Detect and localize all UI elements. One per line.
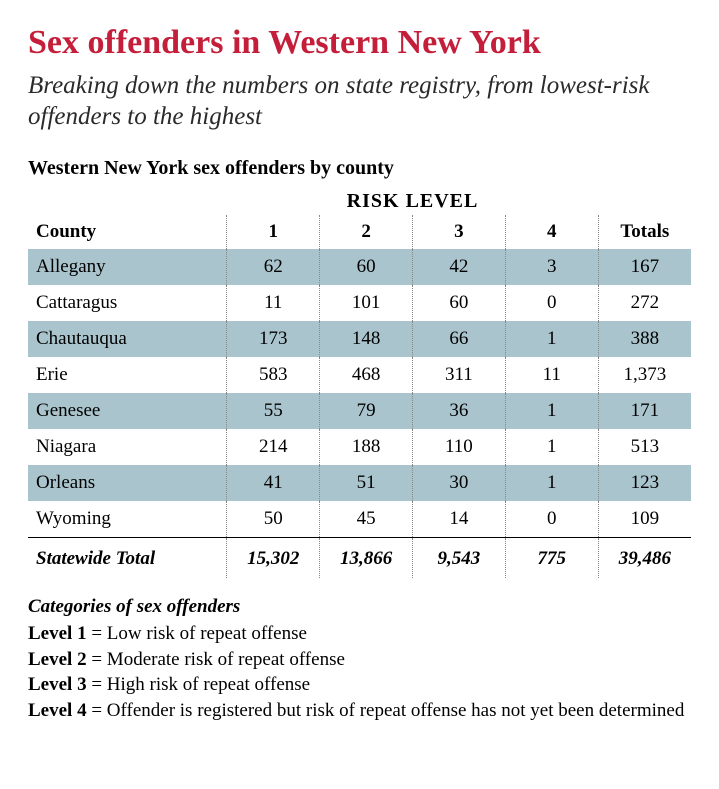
table-row: Orleans4151301123 bbox=[28, 465, 691, 501]
cell-total: 123 bbox=[598, 465, 691, 501]
cell-v1: 11 bbox=[227, 285, 320, 321]
footer-total: 39,486 bbox=[598, 537, 691, 578]
category-label: Level 1 bbox=[28, 623, 87, 644]
col-county: County bbox=[28, 215, 227, 249]
cell-v2: 60 bbox=[320, 249, 413, 285]
cell-v2: 45 bbox=[320, 501, 413, 538]
cell-county: Wyoming bbox=[28, 501, 227, 538]
table-row: Wyoming5045140109 bbox=[28, 501, 691, 538]
cell-v4: 11 bbox=[505, 357, 598, 393]
table-row: Genesee5579361171 bbox=[28, 393, 691, 429]
cell-v3: 36 bbox=[413, 393, 506, 429]
cell-v4: 1 bbox=[505, 429, 598, 465]
category-label: Level 4 bbox=[28, 700, 87, 721]
cell-v1: 173 bbox=[227, 321, 320, 357]
table-row: Chautauqua173148661388 bbox=[28, 321, 691, 357]
cell-v4: 1 bbox=[505, 393, 598, 429]
cell-county: Orleans bbox=[28, 465, 227, 501]
cell-v4: 0 bbox=[505, 501, 598, 538]
cell-county: Chautauqua bbox=[28, 321, 227, 357]
cell-v4: 3 bbox=[505, 249, 598, 285]
col-level-3: 3 bbox=[413, 215, 506, 249]
statewide-total-row: Statewide Total 15,302 13,866 9,543 775 … bbox=[28, 537, 691, 578]
cell-v2: 79 bbox=[320, 393, 413, 429]
cell-v3: 14 bbox=[413, 501, 506, 538]
cell-v2: 468 bbox=[320, 357, 413, 393]
table-row: Erie583468311111,373 bbox=[28, 357, 691, 393]
cell-county: Cattaragus bbox=[28, 285, 227, 321]
category-line: Level 2 = Moderate risk of repeat offens… bbox=[28, 647, 691, 673]
category-desc: = High risk of repeat offense bbox=[87, 674, 311, 695]
category-desc: = Low risk of repeat offense bbox=[87, 623, 307, 644]
cell-v1: 583 bbox=[227, 357, 320, 393]
footer-v3: 9,543 bbox=[413, 537, 506, 578]
category-line: Level 1 = Low risk of repeat offense bbox=[28, 621, 691, 647]
cell-v3: 110 bbox=[413, 429, 506, 465]
footer-v4: 775 bbox=[505, 537, 598, 578]
cell-v1: 41 bbox=[227, 465, 320, 501]
categories-heading: Categories of sex offenders bbox=[28, 594, 691, 620]
cell-total: 171 bbox=[598, 393, 691, 429]
table-row: Cattaragus11101600272 bbox=[28, 285, 691, 321]
cell-v1: 62 bbox=[227, 249, 320, 285]
cell-v1: 50 bbox=[227, 501, 320, 538]
cell-v4: 0 bbox=[505, 285, 598, 321]
cell-v1: 214 bbox=[227, 429, 320, 465]
cell-total: 167 bbox=[598, 249, 691, 285]
cell-v2: 188 bbox=[320, 429, 413, 465]
col-totals: Totals bbox=[598, 215, 691, 249]
col-level-2: 2 bbox=[320, 215, 413, 249]
categories-section: Categories of sex offenders Level 1 = Lo… bbox=[28, 594, 691, 724]
cell-v2: 101 bbox=[320, 285, 413, 321]
category-desc: = Moderate risk of repeat offense bbox=[87, 649, 345, 670]
page-title: Sex offenders in Western New York bbox=[28, 24, 691, 62]
cell-total: 513 bbox=[598, 429, 691, 465]
category-label: Level 2 bbox=[28, 649, 87, 670]
cell-v2: 148 bbox=[320, 321, 413, 357]
table-row: Niagara2141881101513 bbox=[28, 429, 691, 465]
cell-v1: 55 bbox=[227, 393, 320, 429]
offenders-table: RISK LEVEL County 1 2 3 4 Totals Allegan… bbox=[28, 186, 691, 578]
cell-total: 109 bbox=[598, 501, 691, 538]
risk-level-header: RISK LEVEL bbox=[227, 186, 598, 215]
cell-county: Allegany bbox=[28, 249, 227, 285]
cell-v2: 51 bbox=[320, 465, 413, 501]
category-desc: = Offender is registered but risk of rep… bbox=[87, 700, 685, 721]
cell-county: Erie bbox=[28, 357, 227, 393]
cell-v3: 311 bbox=[413, 357, 506, 393]
cell-v4: 1 bbox=[505, 465, 598, 501]
col-level-1: 1 bbox=[227, 215, 320, 249]
subtitle: Breaking down the numbers on state regis… bbox=[28, 70, 691, 133]
cell-county: Niagara bbox=[28, 429, 227, 465]
table-heading: Western New York sex offenders by county bbox=[28, 157, 691, 180]
category-line: Level 4 = Offender is registered but ris… bbox=[28, 698, 691, 724]
table-row: Allegany6260423167 bbox=[28, 249, 691, 285]
col-level-4: 4 bbox=[505, 215, 598, 249]
cell-county: Genesee bbox=[28, 393, 227, 429]
footer-label: Statewide Total bbox=[28, 537, 227, 578]
footer-v2: 13,866 bbox=[320, 537, 413, 578]
cell-v3: 60 bbox=[413, 285, 506, 321]
cell-v3: 30 bbox=[413, 465, 506, 501]
category-line: Level 3 = High risk of repeat offense bbox=[28, 672, 691, 698]
footer-v1: 15,302 bbox=[227, 537, 320, 578]
cell-total: 388 bbox=[598, 321, 691, 357]
cell-v3: 42 bbox=[413, 249, 506, 285]
column-header-row: County 1 2 3 4 Totals bbox=[28, 215, 691, 249]
cell-total: 1,373 bbox=[598, 357, 691, 393]
cell-v3: 66 bbox=[413, 321, 506, 357]
cell-total: 272 bbox=[598, 285, 691, 321]
category-label: Level 3 bbox=[28, 674, 87, 695]
cell-v4: 1 bbox=[505, 321, 598, 357]
